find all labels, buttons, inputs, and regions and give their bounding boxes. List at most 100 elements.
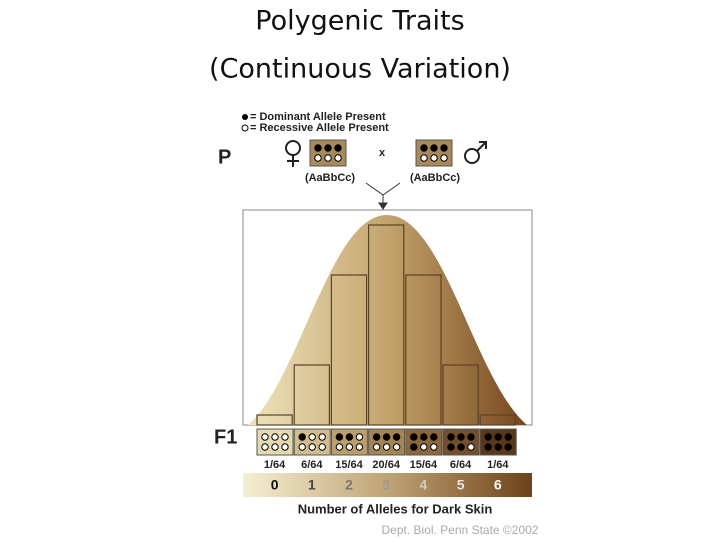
bar xyxy=(442,364,479,426)
allele-dot xyxy=(281,443,289,451)
allele-dot xyxy=(447,443,455,451)
bar xyxy=(256,414,293,426)
p-label: P xyxy=(218,146,231,168)
allele-dot xyxy=(355,433,364,441)
allele-dot xyxy=(308,443,316,451)
allele-dot xyxy=(334,144,342,152)
genotype-box xyxy=(256,428,294,456)
category-label: 6 xyxy=(494,477,502,493)
allele-dot xyxy=(457,443,465,451)
allele-dot xyxy=(314,154,322,162)
allele-dot xyxy=(430,154,438,162)
x-axis-label: Number of Alleles for Dark Skin xyxy=(298,501,493,516)
allele-dot xyxy=(308,433,316,441)
genotype-box xyxy=(405,428,443,456)
arrow xyxy=(365,182,401,210)
allele-dot xyxy=(355,443,364,451)
allele-dot xyxy=(494,443,502,451)
allele-dot xyxy=(440,154,448,162)
value-label: 6/64 xyxy=(301,459,323,471)
allele-dot xyxy=(334,154,342,162)
male-symbol xyxy=(464,141,487,164)
allele-dot xyxy=(420,144,428,152)
allele-dot xyxy=(457,433,465,441)
allele-dot xyxy=(467,443,475,451)
allele-dot xyxy=(430,144,438,152)
legend-dot xyxy=(241,124,249,132)
legend-text: = Recessive Allele Present xyxy=(250,122,389,134)
allele-dot xyxy=(410,443,418,451)
allele-dot xyxy=(410,433,418,441)
genotype: (AaBbCc) xyxy=(410,172,460,184)
allele-dot xyxy=(382,443,391,451)
title-line: (Continuous Variation) xyxy=(209,54,511,85)
allele-dot xyxy=(430,433,438,441)
category-label: 2 xyxy=(345,477,353,493)
allele-dot xyxy=(345,443,354,451)
genotype: (AaBbCc) xyxy=(305,172,355,184)
title-line: Polygenic Traits xyxy=(255,6,464,37)
allele-dot xyxy=(430,443,438,451)
allele-dot xyxy=(440,144,448,152)
allele-strip xyxy=(243,473,532,497)
bar xyxy=(479,414,517,426)
allele-dot xyxy=(372,443,381,451)
allele-dot xyxy=(261,433,269,441)
category-label: 3 xyxy=(382,477,390,493)
allele-dot xyxy=(504,443,512,451)
allele-dot xyxy=(420,443,428,451)
allele-dot xyxy=(494,433,502,441)
value-label: 15/64 xyxy=(335,459,363,471)
allele-dot xyxy=(324,144,332,152)
allele-dot xyxy=(271,433,279,441)
credit: Dept. Biol. Penn State ©2002 xyxy=(382,523,539,537)
category-label: 5 xyxy=(457,477,465,493)
value-label: 1/64 xyxy=(487,459,509,471)
genotype-box xyxy=(293,428,331,456)
genotype-box xyxy=(368,428,406,456)
legend-text: = Dominant Allele Present xyxy=(250,111,386,123)
bell-curve xyxy=(248,215,527,425)
allele-dot xyxy=(318,433,326,441)
female-symbol xyxy=(285,140,301,167)
allele-dot xyxy=(372,433,381,441)
allele-dot xyxy=(504,433,512,441)
value-label: 20/64 xyxy=(372,459,400,471)
allele-dot xyxy=(298,433,306,441)
category-label: 4 xyxy=(420,477,428,493)
allele-dot xyxy=(392,433,401,441)
allele-dot xyxy=(314,144,322,152)
bar xyxy=(293,364,331,426)
f1-label: F1 xyxy=(214,426,237,448)
cross: x xyxy=(379,147,386,159)
allele-dot xyxy=(447,433,455,441)
genotype-box xyxy=(309,139,347,167)
allele-dot xyxy=(420,154,428,162)
genotype-box xyxy=(415,139,453,167)
allele-dot xyxy=(318,443,326,451)
allele-dot xyxy=(261,443,269,451)
allele-dot xyxy=(392,443,401,451)
genotype-box xyxy=(442,428,480,456)
genotype-box xyxy=(479,428,517,456)
allele-dot xyxy=(420,433,428,441)
bar xyxy=(368,224,405,426)
category-label: 0 xyxy=(271,477,279,493)
value-label: 15/64 xyxy=(410,459,438,471)
allele-dot xyxy=(345,433,354,441)
allele-dot xyxy=(484,433,492,441)
allele-dot xyxy=(281,433,289,441)
allele-dot xyxy=(335,443,344,451)
allele-dot xyxy=(335,433,344,441)
value-label: 6/64 xyxy=(450,459,472,471)
allele-dot xyxy=(467,433,475,441)
allele-dot xyxy=(382,433,391,441)
allele-dot xyxy=(484,443,492,451)
bar xyxy=(330,274,368,426)
value-label: 1/64 xyxy=(264,459,286,471)
genotype-box xyxy=(330,428,368,456)
allele-dot xyxy=(271,443,279,451)
bar xyxy=(405,274,442,426)
